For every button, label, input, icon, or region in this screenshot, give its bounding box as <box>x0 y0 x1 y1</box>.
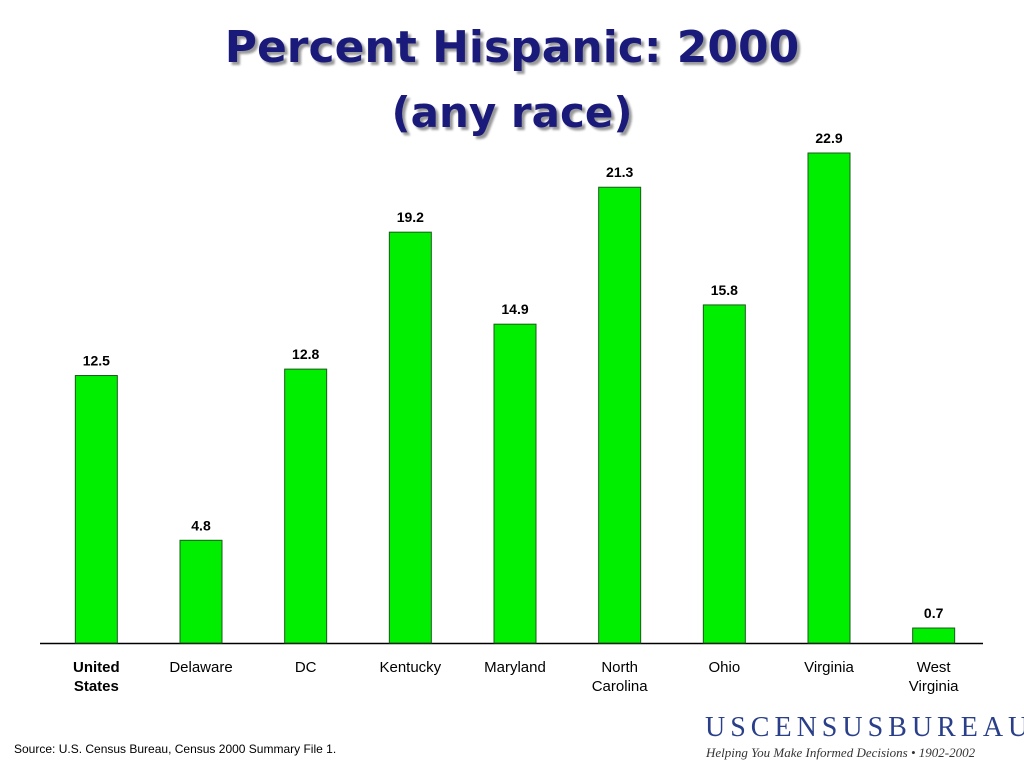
chart-subtitle: (any race) <box>391 88 633 137</box>
bar <box>179 539 223 644</box>
bar <box>284 368 328 644</box>
data-label: 15.8 <box>711 282 738 298</box>
x-tick-label: United States <box>72 659 120 695</box>
bar <box>493 323 537 644</box>
x-tick-label: Ohio <box>708 659 741 676</box>
bar <box>598 186 642 644</box>
data-label: 0.7 <box>924 605 944 621</box>
x-tick-label: Delaware <box>169 659 233 676</box>
data-label: 4.8 <box>191 517 211 533</box>
data-label: 21.3 <box>606 164 633 180</box>
x-tick-label: North Carolina <box>591 659 648 695</box>
data-label: 19.2 <box>397 209 424 225</box>
x-tick-label: DC <box>294 659 317 676</box>
bar <box>807 152 851 644</box>
chart-title: Percent Hispanic: 2000 <box>224 22 800 73</box>
bar <box>388 231 432 644</box>
logo-tagline: Helping You Make Informed Decisions • 19… <box>706 745 976 760</box>
data-label: 22.9 <box>815 130 842 146</box>
data-label: 12.8 <box>292 346 319 362</box>
data-label: 12.5 <box>83 353 110 369</box>
data-label: 14.9 <box>501 301 528 317</box>
logo-name: USCENSUSBUREAU <box>705 712 1024 743</box>
x-tick-label: West Virginia <box>908 659 959 695</box>
x-tick-label: Kentucky <box>379 659 442 676</box>
source-note: Source: U.S. Census Bureau, Census 2000 … <box>14 742 337 756</box>
bar <box>912 627 956 644</box>
x-tick-label: Maryland <box>484 659 546 676</box>
x-tick-label: Virginia <box>804 659 854 676</box>
bar <box>702 304 746 644</box>
bar <box>74 375 118 644</box>
